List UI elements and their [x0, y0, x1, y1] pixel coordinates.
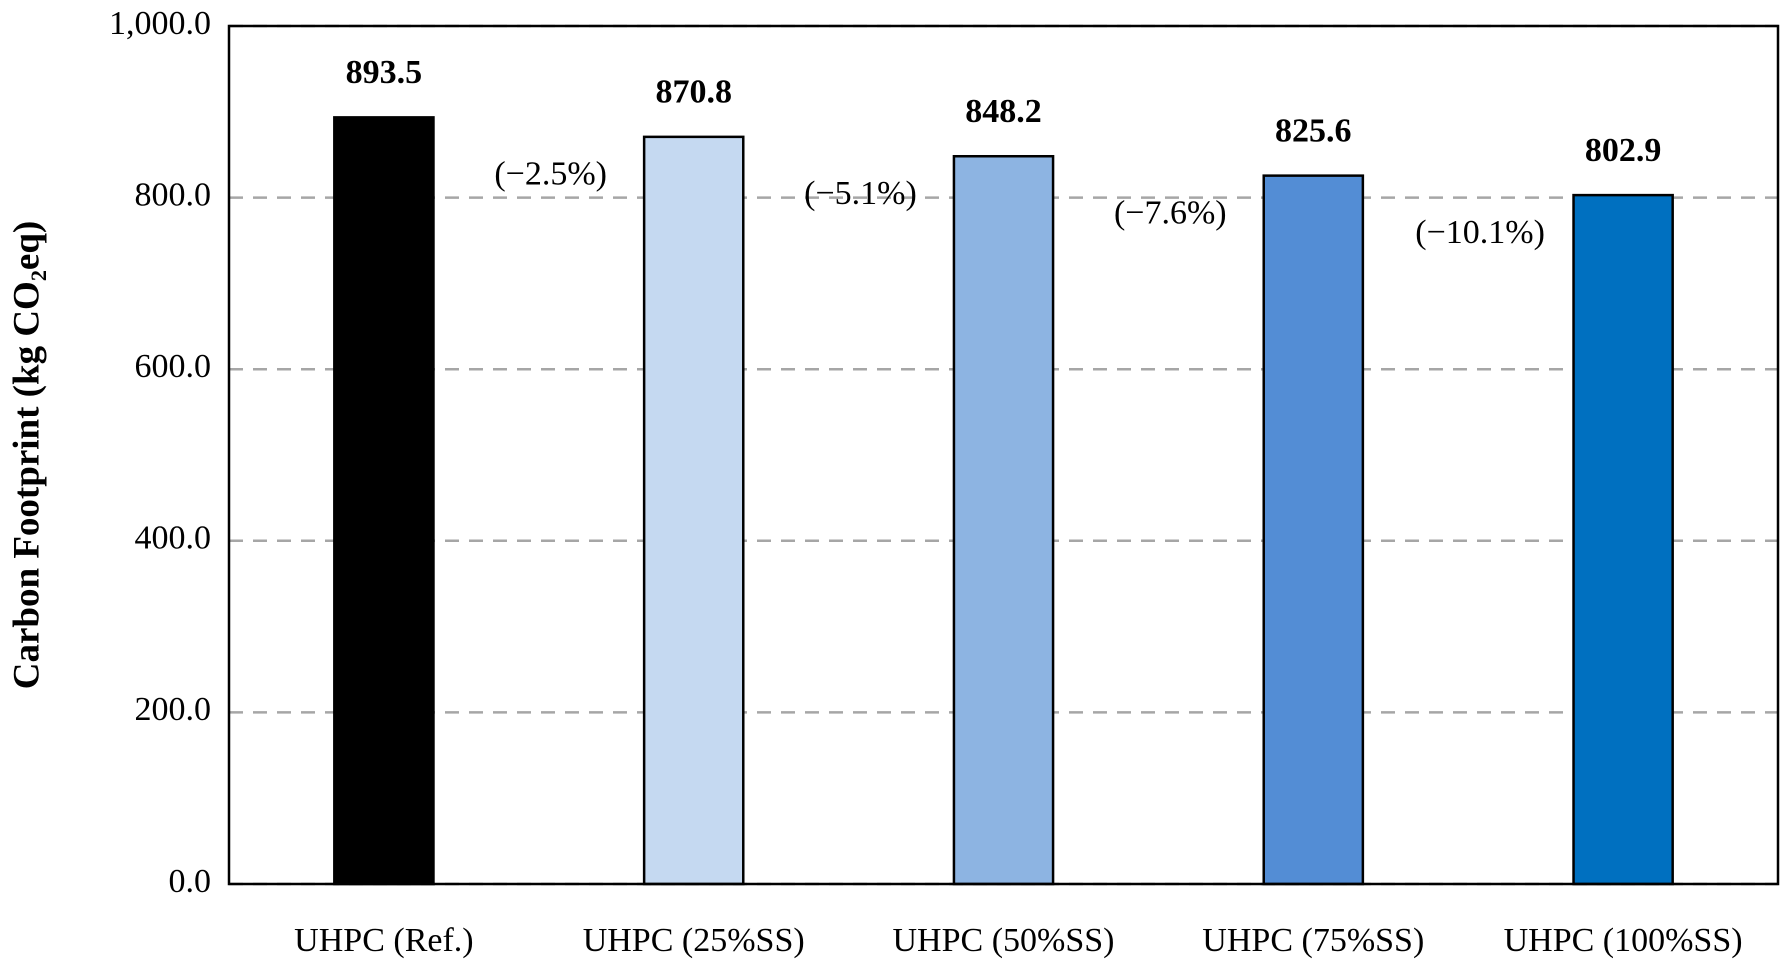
bar: [952, 154, 1055, 886]
y-tick-label: 1,000.0: [109, 5, 211, 42]
value-label: 848.2: [965, 93, 1042, 130]
y-tick-label: 0.0: [169, 863, 212, 900]
x-tick-label: UHPC (100%SS): [1504, 922, 1743, 959]
value-label: 802.9: [1585, 132, 1662, 169]
bar: [1262, 174, 1365, 886]
change-annotation: (−5.1%): [804, 175, 917, 212]
change-annotation: (−7.6%): [1114, 194, 1227, 231]
value-label: 893.5: [346, 54, 423, 91]
plot-frame: [227, 24, 1780, 886]
bar: [642, 135, 745, 886]
y-tick-label: 800.0: [135, 176, 212, 213]
bar: [1572, 193, 1674, 886]
y-tick-label: 400.0: [135, 520, 212, 557]
x-tick-label: UHPC (25%SS): [583, 922, 805, 959]
y-axis-label: Carbon Footprint (kg CO₂eq): [6, 221, 47, 689]
x-tick-label: UHPC (75%SS): [1202, 922, 1424, 959]
change-annotation: (−10.1%): [1415, 214, 1545, 251]
value-label: 825.6: [1275, 112, 1352, 149]
y-tick-label: 600.0: [135, 348, 212, 385]
x-tick-label: UHPC (50%SS): [893, 922, 1115, 959]
change-annotation: (−2.5%): [494, 156, 607, 193]
bar: [333, 116, 435, 886]
value-label: 870.8: [655, 74, 732, 111]
y-tick-label: 200.0: [135, 691, 212, 728]
x-tick-label: UHPC (Ref.): [294, 922, 473, 959]
